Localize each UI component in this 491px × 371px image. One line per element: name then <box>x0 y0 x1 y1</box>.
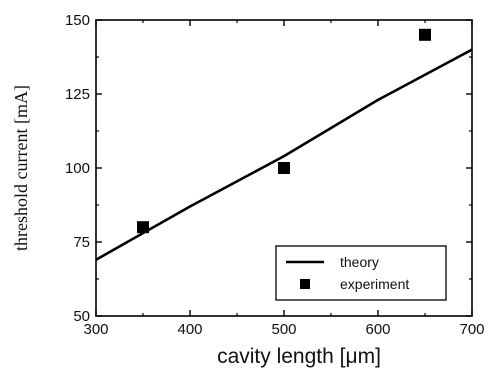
x-tick-label: 500 <box>271 321 296 338</box>
legend: theory experiment <box>275 245 447 301</box>
y-tick-label: 50 <box>73 308 90 325</box>
legend-label-experiment: experiment <box>340 276 409 292</box>
y-tick-label: 100 <box>65 160 90 177</box>
plot-area <box>95 28 473 261</box>
data-point-experiment <box>278 162 290 174</box>
data-point-experiment <box>419 28 431 41</box>
axes: 300 400 500 600 700 50 75 100 125 150 <box>65 12 485 338</box>
legend-label-theory: theory <box>340 254 379 270</box>
x-tick-label: 300 <box>83 321 108 338</box>
legend-box <box>275 245 447 301</box>
series-line-theory <box>95 48 473 261</box>
legend-swatch-experiment <box>300 279 310 289</box>
x-tick-label: 400 <box>177 321 202 338</box>
y-tick-label: 75 <box>73 234 90 251</box>
x-tick-label: 600 <box>365 321 390 338</box>
y-tick-label: 125 <box>65 86 90 103</box>
x-axis-label: cavity length [μm] <box>217 345 381 368</box>
y-tick-label: 150 <box>65 12 90 29</box>
x-tick-label: 700 <box>459 321 484 338</box>
data-point-experiment <box>137 221 149 234</box>
y-axis-label: threshold current [mA] <box>11 85 31 251</box>
